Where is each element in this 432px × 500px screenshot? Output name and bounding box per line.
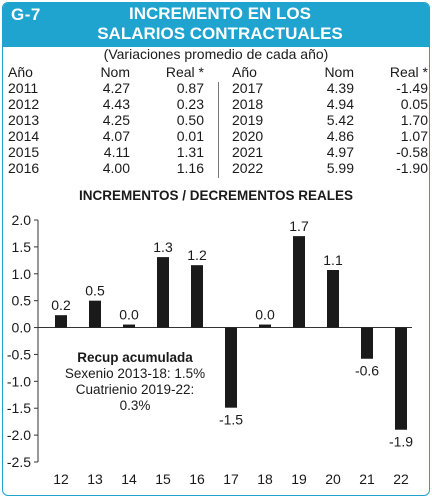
x-tick-label: 12 bbox=[53, 471, 69, 487]
cell-real: 0.50 bbox=[176, 112, 204, 128]
bar bbox=[327, 270, 339, 328]
x-tick-label: 20 bbox=[325, 471, 341, 487]
col-header-real: Real * bbox=[165, 64, 204, 80]
cell-nom: 4.94 bbox=[326, 96, 354, 112]
recovery-note: Recup acumulada Sexenio 2013-18: 1.5% Cu… bbox=[60, 350, 210, 414]
table-caption: (Variaciones promedio de cada año) bbox=[103, 46, 329, 62]
cell-real: 0.87 bbox=[176, 80, 204, 96]
bar-data-label: 1.1 bbox=[323, 252, 343, 268]
col-header-nom: Nom bbox=[100, 64, 130, 80]
bar bbox=[225, 327, 237, 408]
cell-nom: 4.97 bbox=[326, 144, 354, 160]
bar-data-label: 0.5 bbox=[85, 283, 105, 299]
cell-real: -0.58 bbox=[396, 144, 428, 160]
cell-nom: 4.86 bbox=[326, 128, 354, 144]
bar-data-label: -1.5 bbox=[219, 412, 243, 428]
cell-nom: 5.42 bbox=[326, 112, 354, 128]
cell-nom: 4.43 bbox=[102, 96, 130, 112]
y-tick-label: -2.5 bbox=[7, 454, 31, 470]
x-tick-label: 14 bbox=[121, 471, 137, 487]
y-tick-label: -0.5 bbox=[7, 346, 31, 362]
cell-real: 1.07 bbox=[400, 128, 428, 144]
cell-real: 1.16 bbox=[176, 160, 204, 176]
cell-year: 2011 bbox=[8, 80, 39, 96]
bar bbox=[361, 327, 373, 359]
x-tick-label: 13 bbox=[87, 471, 103, 487]
y-tick-label: 0.0 bbox=[12, 320, 32, 336]
cell-real: 0.05 bbox=[400, 96, 428, 112]
cell-year: 2013 bbox=[8, 112, 40, 128]
cell-nom: 4.27 bbox=[102, 80, 130, 96]
x-tick-label: 17 bbox=[223, 471, 239, 487]
y-tick-label: 2.0 bbox=[12, 212, 32, 228]
cell-year: 2022 bbox=[232, 160, 264, 176]
x-tick-label: 22 bbox=[393, 471, 409, 487]
bar bbox=[123, 324, 135, 328]
cell-nom: 4.25 bbox=[102, 112, 130, 128]
col-header-year: Año bbox=[232, 64, 257, 80]
chart-main-title: INCREMENTO EN LOS SALARIOS CONTRACTUALES… bbox=[97, 4, 343, 63]
cell-nom: 4.39 bbox=[326, 80, 354, 96]
header-bar: G-7 INCREMENTO EN LOS SALARIOS CONTRACTU… bbox=[3, 3, 429, 63]
y-tick-label: 1.5 bbox=[12, 239, 32, 255]
note-title: Recup acumulada bbox=[77, 350, 193, 365]
y-tick-label: -1.0 bbox=[7, 373, 31, 389]
bar-data-label: 1.7 bbox=[289, 218, 309, 234]
bar bbox=[55, 315, 67, 328]
cell-nom: 5.99 bbox=[326, 160, 354, 176]
cell-year: 2021 bbox=[232, 144, 264, 160]
bar bbox=[259, 324, 271, 328]
bar-data-label: -0.6 bbox=[355, 363, 379, 379]
chart-frame: G-7 INCREMENTO EN LOS SALARIOS CONTRACTU… bbox=[2, 2, 430, 496]
cell-year: 2019 bbox=[232, 112, 264, 128]
bar bbox=[157, 257, 169, 328]
bar-data-label: 0.0 bbox=[119, 307, 139, 323]
cell-nom: 4.07 bbox=[102, 128, 130, 144]
cell-real: -1.90 bbox=[396, 160, 428, 176]
bar-data-label: 0.2 bbox=[51, 297, 71, 313]
x-tick-label: 15 bbox=[155, 471, 171, 487]
bar bbox=[191, 265, 203, 328]
bar-chart-title: INCREMENTOS / DECREMENTOS REALES bbox=[78, 188, 354, 203]
x-tick-label: 18 bbox=[257, 471, 273, 487]
y-tick-label: -1.5 bbox=[7, 400, 31, 416]
cell-year: 2020 bbox=[232, 128, 264, 144]
cell-real: 0.01 bbox=[176, 128, 204, 144]
note-line-cuatrienio: Cuatrienio 2019-22: 0.3% bbox=[75, 382, 195, 413]
bar-data-label: 0.0 bbox=[255, 307, 275, 323]
col-header-year: Año bbox=[8, 64, 33, 80]
bar bbox=[395, 327, 407, 430]
x-tick-label: 19 bbox=[291, 471, 307, 487]
x-tick-label: 16 bbox=[189, 471, 205, 487]
cell-year: 2012 bbox=[8, 96, 40, 112]
bar-data-label: -1.9 bbox=[389, 434, 413, 450]
note-line-sexenio: Sexenio 2013-18: 1.5% bbox=[64, 366, 206, 381]
cell-real: 1.31 bbox=[176, 144, 204, 160]
col-header-real: Real * bbox=[389, 64, 428, 80]
cell-year: 2014 bbox=[8, 128, 40, 144]
col-header-nom: Nom bbox=[324, 64, 354, 80]
cell-year: 2015 bbox=[8, 144, 40, 160]
x-tick-label: 21 bbox=[359, 471, 375, 487]
cell-real: 1.70 bbox=[400, 112, 428, 128]
cell-year: 2018 bbox=[232, 96, 264, 112]
table-divider bbox=[218, 82, 219, 178]
y-tick-label: -2.0 bbox=[7, 427, 31, 443]
y-tick-label: 0.5 bbox=[12, 293, 32, 309]
cell-year: 2017 bbox=[232, 80, 264, 96]
bar-data-label: 1.2 bbox=[187, 247, 207, 263]
bar-data-label: 1.3 bbox=[153, 239, 173, 255]
cell-real: 0.23 bbox=[176, 96, 204, 112]
bar bbox=[293, 236, 305, 328]
cell-nom: 4.11 bbox=[103, 144, 130, 160]
chart-code: G-7 bbox=[11, 5, 41, 24]
y-tick-label: 1.0 bbox=[12, 266, 32, 282]
bar bbox=[89, 300, 101, 328]
cell-year: 2016 bbox=[8, 160, 40, 176]
cell-nom: 4.00 bbox=[102, 160, 130, 176]
cell-real: -1.49 bbox=[396, 80, 428, 96]
